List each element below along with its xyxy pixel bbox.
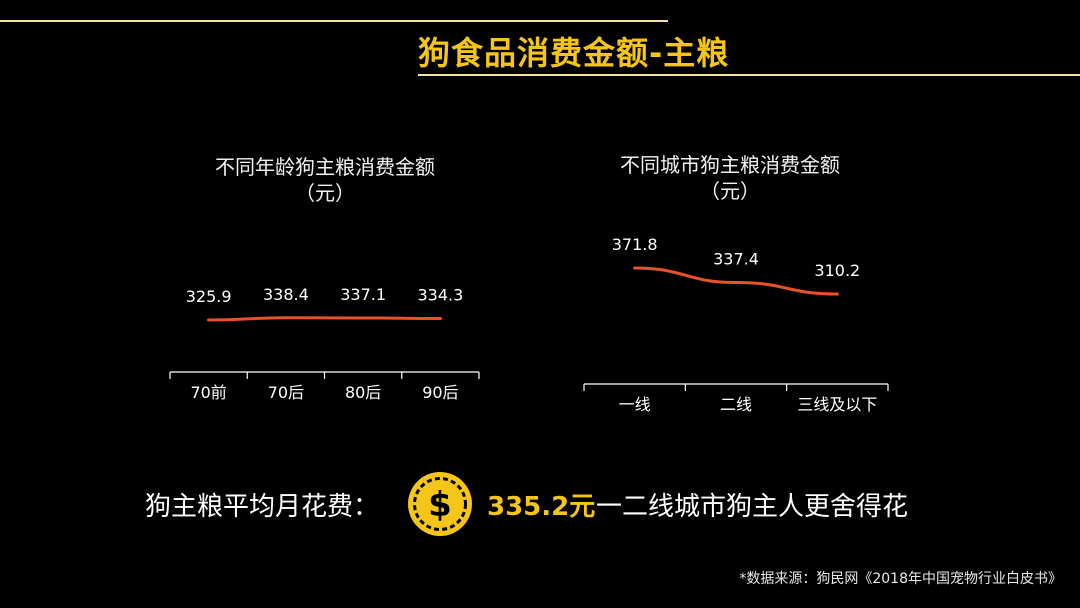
chart-title-age: 不同年龄狗主粮消费金额 （元） bbox=[175, 154, 475, 206]
category-label-age: 80后 bbox=[345, 383, 381, 402]
series-line-age bbox=[207, 316, 442, 322]
value-label-city: 371.8 bbox=[612, 235, 658, 254]
category-label-city: 三线及以下 bbox=[797, 395, 877, 414]
value-label-city: 310.2 bbox=[814, 261, 860, 280]
avg-spend-label: 狗主粮平均月花费： bbox=[145, 492, 380, 522]
category-label-city: 一线 bbox=[619, 395, 651, 414]
data-source: *数据来源：狗民网《2018年中国宠物行业白皮书》 bbox=[739, 571, 1062, 587]
value-label-age: 325.9 bbox=[186, 287, 232, 306]
value-label-age: 337.1 bbox=[340, 285, 386, 304]
chart-title-age-line1: 不同年龄狗主粮消费金额 bbox=[215, 155, 435, 179]
data-point-age bbox=[284, 316, 288, 320]
category-label-age: 70前 bbox=[190, 383, 226, 402]
top-rule bbox=[0, 20, 668, 22]
data-point-age bbox=[207, 318, 211, 322]
data-point-city bbox=[633, 266, 637, 270]
category-label-age: 70后 bbox=[268, 383, 304, 402]
category-label-age: 90后 bbox=[422, 383, 458, 402]
data-point-age bbox=[361, 316, 365, 320]
value-label-age: 338.4 bbox=[263, 285, 309, 304]
avg-spend-value: 335.2元 bbox=[487, 492, 596, 522]
page-title: 狗食品消费金额-主粮 bbox=[418, 34, 730, 72]
chart-title-city: 不同城市狗主粮消费金额 （元） bbox=[580, 152, 880, 204]
dollar-coin-icon: $ bbox=[406, 470, 474, 538]
title-underline bbox=[418, 74, 1080, 76]
data-point-age bbox=[438, 316, 442, 320]
data-point-city bbox=[835, 292, 839, 296]
chart-title-city-line2: （元） bbox=[700, 179, 760, 203]
value-label-city: 337.4 bbox=[713, 249, 759, 268]
avg-spend-note: 一二线城市狗主人更舍得花 bbox=[596, 492, 909, 522]
category-label-city: 二线 bbox=[720, 395, 752, 414]
value-label-age: 334.3 bbox=[417, 285, 463, 304]
data-point-city bbox=[734, 280, 738, 284]
chart-title-city-line1: 不同城市狗主粮消费金额 bbox=[620, 153, 840, 177]
series-line-city bbox=[633, 266, 839, 296]
coin-symbol: $ bbox=[428, 485, 452, 525]
chart-title-age-line2: （元） bbox=[295, 181, 355, 205]
